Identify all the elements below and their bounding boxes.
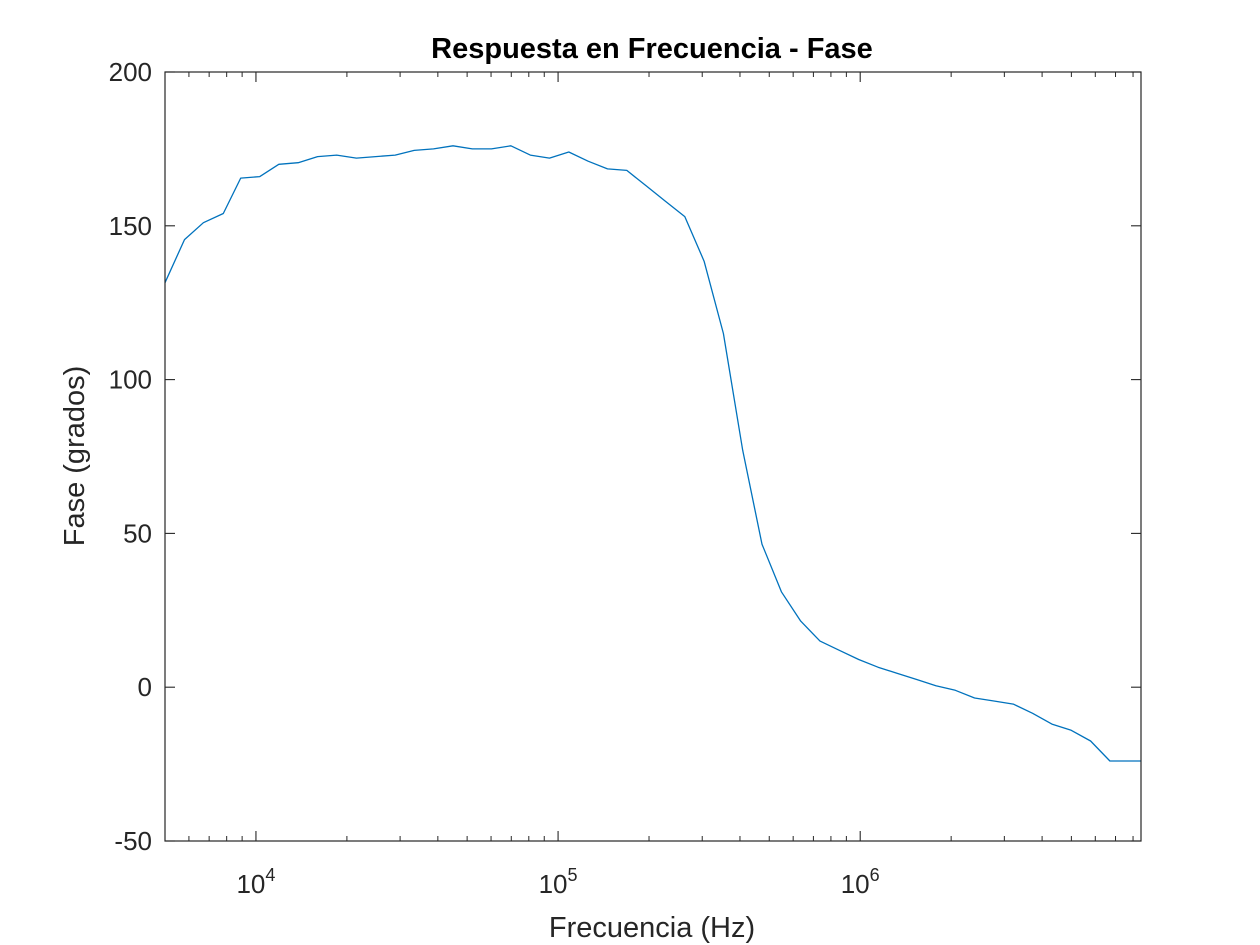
x-tick-label: 104	[236, 865, 275, 899]
y-tick-label: -50	[114, 826, 152, 856]
y-tick-label: 150	[109, 211, 152, 241]
y-axis-label: Fase (grados)	[59, 366, 91, 547]
x-tick-label: 105	[539, 865, 578, 899]
x-axis-label: Frecuencia (Hz)	[549, 912, 755, 944]
chart-title: Respuesta en Frecuencia - Fase	[431, 33, 873, 65]
y-tick-label: 100	[109, 365, 152, 395]
y-tick-label: 200	[109, 57, 152, 87]
series-layer	[164, 145, 1141, 762]
plot-box	[164, 71, 1142, 842]
tick-labels-layer: 200 150 100 50 0 -50 104 105 106	[109, 57, 880, 899]
y-tick-label: 50	[123, 518, 152, 548]
x-tick-label: 106	[841, 865, 880, 899]
plot-area	[165, 72, 1141, 841]
y-tick-label: 0	[138, 672, 152, 702]
series-line-0	[164, 145, 1141, 762]
